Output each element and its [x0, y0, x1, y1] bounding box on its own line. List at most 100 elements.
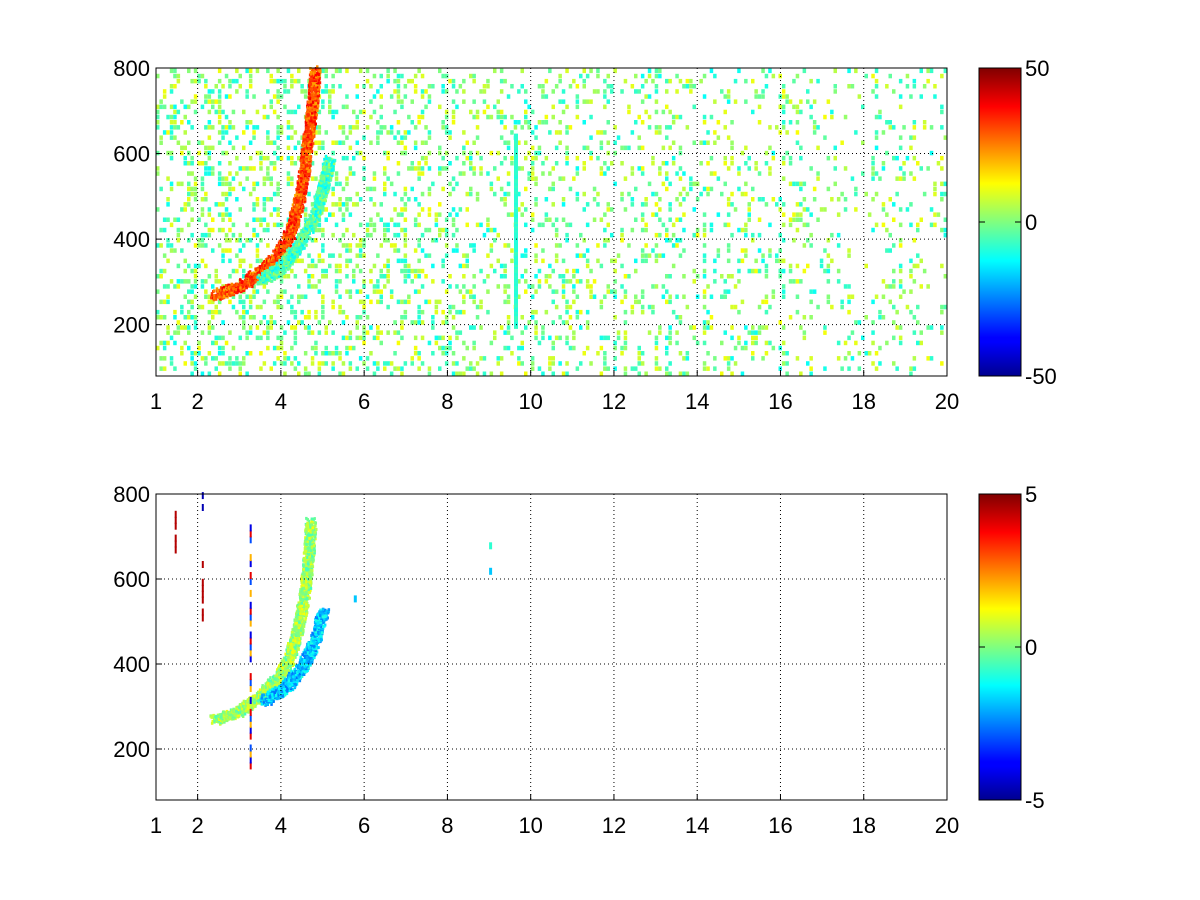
heatmap-cell: [299, 174, 303, 177]
heatmap-cell: [616, 335, 621, 341]
heatmap-cell: [475, 191, 480, 197]
heatmap-cell: [716, 135, 721, 140]
heatmap-cell: [334, 284, 339, 289]
heatmap-cell: [228, 161, 232, 166]
heatmap-cell: [761, 356, 765, 361]
heatmap-cell: [286, 320, 291, 325]
heatmap-cell: [551, 299, 555, 305]
heatmap-cell: [355, 114, 359, 120]
heatmap-cell: [458, 207, 463, 212]
heatmap-cell: [303, 371, 308, 376]
heatmap-cell: [469, 155, 473, 161]
heatmap-cell: [403, 279, 408, 284]
heatmap-cell: [709, 294, 714, 299]
heatmap-cell: [551, 222, 555, 228]
heatmap-cell: [702, 330, 707, 335]
heatmap-cell: [475, 222, 480, 228]
heatmap-cell: [792, 181, 796, 187]
heatmap-cell: [465, 345, 469, 351]
heatmap-cell: [788, 263, 793, 269]
heatmap-cell: [709, 186, 714, 192]
heatmap-cell: [816, 78, 820, 84]
heatmap-cell: [307, 191, 311, 197]
heatmap-cell: [534, 176, 538, 181]
heatmap-cell: [778, 268, 782, 274]
heatmap-cell: [193, 294, 198, 299]
heatmap-cell: [544, 120, 549, 125]
heatmap-cell: [781, 351, 786, 356]
heatmap-cell: [400, 320, 404, 325]
heatmap-cell: [575, 309, 580, 315]
heatmap-cell: [781, 325, 786, 330]
heatmap-cell: [283, 234, 286, 238]
heatmap-cell: [352, 155, 356, 161]
heatmap-cell: [235, 155, 239, 161]
heatmap-cell: [864, 351, 868, 356]
heatmap-cell: [321, 315, 325, 320]
heatmap-cell: [517, 166, 521, 171]
heatmap-cell: [816, 145, 820, 151]
heatmap-cell: [242, 109, 246, 115]
heatmap-cell: [334, 202, 339, 207]
heatmap-cell: [190, 78, 194, 84]
heatmap-cell: [702, 289, 707, 294]
heatmap-cell: [761, 258, 765, 264]
heatmap-cell: [695, 197, 700, 202]
heatmap-cell: [283, 371, 287, 376]
heatmap-cell: [159, 340, 163, 346]
heatmap-cell: [309, 103, 313, 107]
heatmap-cell: [740, 227, 745, 233]
heatmap-cell: [757, 197, 762, 202]
heatmap-cell: [214, 99, 218, 104]
heatmap-cell: [310, 274, 315, 279]
heatmap-cell: [747, 212, 751, 217]
heatmap-cell: [575, 366, 580, 371]
heatmap-cell: [940, 166, 944, 171]
heatmap-cell: [314, 340, 318, 346]
heatmap-cell: [510, 351, 514, 356]
heatmap-cell: [682, 212, 686, 217]
heatmap-cell: [895, 309, 899, 315]
heatmap-cell: [871, 176, 875, 181]
heatmap-cell: [248, 78, 253, 84]
heatmap-cell: [585, 145, 590, 151]
heatmap-cell: [451, 84, 456, 89]
heatmap-cell: [217, 78, 222, 84]
heatmap-cell: [386, 238, 390, 243]
heatmap-cell: [334, 263, 339, 269]
heatmap-cell: [651, 191, 655, 197]
heatmap-cell: [530, 155, 535, 161]
heatmap-cell: [548, 217, 552, 222]
heatmap-cell: [317, 222, 322, 228]
heatmap-cell: [224, 340, 229, 346]
heatmap-cell: [751, 197, 755, 202]
heatmap-cell: [396, 99, 401, 104]
heatmap-cell: [403, 186, 408, 192]
heatmap-cell: [286, 120, 291, 125]
heatmap-cell: [616, 330, 621, 335]
heatmap-cell: [541, 120, 545, 125]
heatmap-cell: [603, 227, 607, 233]
heatmap-cell: [413, 89, 418, 94]
heatmap-cell: [207, 94, 212, 99]
heatmap-cell: [620, 145, 624, 151]
heatmap-cell: [892, 89, 896, 94]
heatmap-cell: [204, 166, 208, 171]
heatmap-cell: [224, 248, 229, 253]
heatmap-cell: [647, 304, 652, 310]
heatmap-cell: [204, 145, 208, 151]
heatmap-cell: [874, 351, 879, 356]
heatmap-cell: [878, 361, 882, 366]
heatmap-cell: [308, 111, 312, 115]
heatmap-cell: [372, 284, 377, 289]
heatmap-cell: [585, 99, 590, 104]
heatmap-cell: [874, 171, 879, 176]
heatmap-cell: [156, 274, 160, 279]
heatmap-cell: [582, 68, 586, 74]
heatmap-cell: [224, 212, 229, 217]
heatmap-cell: [565, 371, 569, 376]
heatmap-cell: [469, 325, 473, 330]
heatmap-cell: [304, 126, 308, 130]
heatmap-cell: [455, 361, 459, 366]
heatmap-cell: [403, 135, 408, 140]
